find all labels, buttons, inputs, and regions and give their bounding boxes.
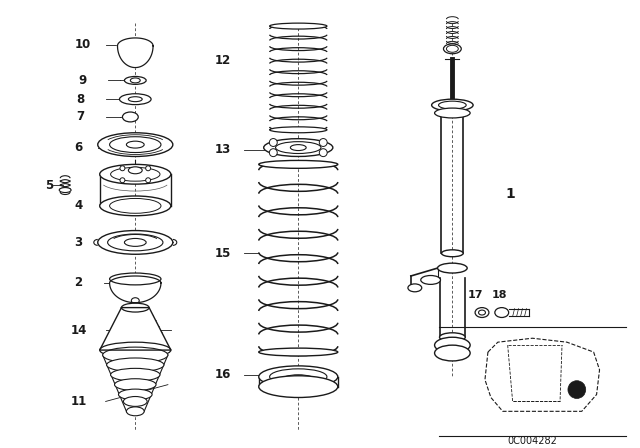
- Circle shape: [120, 178, 125, 183]
- Ellipse shape: [435, 345, 470, 361]
- Ellipse shape: [269, 23, 327, 29]
- Ellipse shape: [124, 238, 146, 246]
- Ellipse shape: [475, 308, 489, 318]
- Text: 11: 11: [71, 395, 87, 408]
- Text: 14: 14: [71, 324, 88, 337]
- Ellipse shape: [107, 358, 164, 372]
- Ellipse shape: [111, 168, 160, 181]
- Ellipse shape: [435, 337, 470, 353]
- Ellipse shape: [100, 164, 171, 184]
- Circle shape: [568, 381, 586, 398]
- Ellipse shape: [442, 250, 463, 257]
- Ellipse shape: [438, 263, 467, 273]
- Circle shape: [319, 138, 327, 146]
- Ellipse shape: [259, 348, 338, 356]
- Ellipse shape: [109, 273, 161, 285]
- Ellipse shape: [100, 342, 171, 358]
- Ellipse shape: [444, 44, 461, 54]
- Circle shape: [146, 166, 150, 171]
- Text: 10: 10: [75, 39, 92, 52]
- Circle shape: [269, 149, 277, 157]
- Ellipse shape: [126, 407, 144, 416]
- Circle shape: [146, 178, 150, 183]
- Text: 6: 6: [74, 141, 83, 154]
- Text: 8: 8: [76, 93, 84, 106]
- Text: 2: 2: [74, 276, 82, 289]
- Ellipse shape: [447, 45, 458, 52]
- Text: 7: 7: [76, 111, 84, 124]
- Ellipse shape: [259, 160, 338, 168]
- Ellipse shape: [269, 127, 327, 133]
- Ellipse shape: [124, 77, 146, 84]
- Ellipse shape: [120, 94, 151, 105]
- Ellipse shape: [264, 139, 333, 156]
- Text: 9: 9: [78, 74, 86, 87]
- Ellipse shape: [420, 276, 440, 284]
- Ellipse shape: [259, 366, 338, 388]
- Ellipse shape: [131, 78, 140, 83]
- Ellipse shape: [129, 167, 142, 174]
- Ellipse shape: [109, 198, 161, 213]
- Ellipse shape: [109, 137, 161, 152]
- Ellipse shape: [115, 379, 156, 391]
- Text: 1: 1: [506, 187, 515, 201]
- Ellipse shape: [108, 234, 163, 251]
- Ellipse shape: [276, 142, 321, 154]
- Ellipse shape: [100, 196, 171, 216]
- Circle shape: [319, 149, 327, 157]
- Ellipse shape: [126, 141, 144, 148]
- Ellipse shape: [102, 347, 168, 363]
- Ellipse shape: [431, 99, 473, 111]
- Ellipse shape: [438, 101, 466, 109]
- Text: 0C004282: 0C004282: [508, 436, 557, 446]
- Ellipse shape: [122, 303, 149, 312]
- Polygon shape: [118, 38, 153, 68]
- Ellipse shape: [129, 97, 142, 102]
- Ellipse shape: [98, 133, 173, 156]
- Ellipse shape: [495, 308, 509, 318]
- Text: 3: 3: [74, 236, 82, 249]
- Text: 13: 13: [214, 143, 230, 156]
- Ellipse shape: [479, 310, 486, 315]
- Ellipse shape: [259, 376, 338, 397]
- Ellipse shape: [118, 389, 152, 400]
- Text: 4: 4: [74, 199, 83, 212]
- Polygon shape: [100, 308, 171, 350]
- Text: 12: 12: [214, 54, 230, 67]
- Ellipse shape: [98, 231, 173, 254]
- Text: 5: 5: [45, 179, 54, 192]
- Ellipse shape: [131, 298, 140, 304]
- Ellipse shape: [280, 375, 316, 387]
- Ellipse shape: [440, 333, 465, 342]
- Ellipse shape: [291, 145, 306, 151]
- Ellipse shape: [111, 368, 160, 381]
- Text: 17: 17: [468, 290, 484, 300]
- Polygon shape: [109, 276, 161, 303]
- Ellipse shape: [269, 369, 327, 385]
- Ellipse shape: [291, 378, 306, 383]
- Ellipse shape: [60, 188, 71, 193]
- Ellipse shape: [124, 396, 147, 406]
- Ellipse shape: [435, 108, 470, 118]
- Ellipse shape: [122, 112, 138, 122]
- Ellipse shape: [408, 284, 422, 292]
- Text: 15: 15: [214, 247, 230, 260]
- Text: 16: 16: [214, 368, 230, 381]
- Text: 18: 18: [492, 290, 508, 300]
- Circle shape: [120, 166, 125, 171]
- Circle shape: [269, 138, 277, 146]
